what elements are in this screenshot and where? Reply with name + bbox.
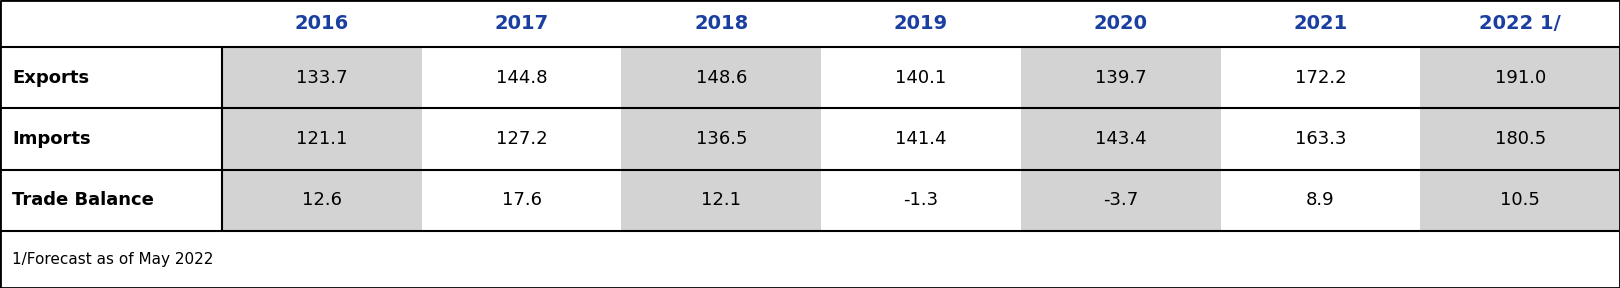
Bar [1421, 170, 1620, 231]
Bar [821, 47, 1021, 108]
Text: 163.3: 163.3 [1294, 130, 1346, 148]
Text: 17.6: 17.6 [502, 191, 541, 209]
Bar [1220, 47, 1421, 108]
Bar [222, 108, 421, 170]
Bar [821, 170, 1021, 231]
Text: 2016: 2016 [295, 14, 348, 33]
Text: 139.7: 139.7 [1095, 69, 1147, 87]
Bar [0, 47, 222, 108]
Text: 2021: 2021 [1293, 14, 1348, 33]
Bar [622, 108, 821, 170]
Text: 12.1: 12.1 [701, 191, 742, 209]
Text: 191.0: 191.0 [1495, 69, 1545, 87]
Text: 10.5: 10.5 [1500, 191, 1541, 209]
Text: 2019: 2019 [894, 14, 948, 33]
Text: 133.7: 133.7 [296, 69, 348, 87]
Bar [622, 47, 821, 108]
Text: 148.6: 148.6 [695, 69, 747, 87]
Text: Imports: Imports [11, 130, 91, 148]
Bar [1021, 47, 1220, 108]
Bar [421, 47, 622, 108]
Text: -1.3: -1.3 [904, 191, 938, 209]
Text: 12.6: 12.6 [301, 191, 342, 209]
Text: 143.4: 143.4 [1095, 130, 1147, 148]
Bar [421, 108, 622, 170]
Bar [222, 47, 421, 108]
Bar [821, 108, 1021, 170]
Bar [0, 170, 222, 231]
Text: Exports: Exports [11, 69, 89, 87]
Text: 121.1: 121.1 [296, 130, 348, 148]
Text: 2017: 2017 [494, 14, 549, 33]
Text: 2018: 2018 [693, 14, 748, 33]
Bar [0, 231, 1620, 288]
Bar [0, 0, 1620, 47]
Text: 141.4: 141.4 [896, 130, 946, 148]
Text: 127.2: 127.2 [496, 130, 548, 148]
Bar [622, 170, 821, 231]
Text: 172.2: 172.2 [1294, 69, 1346, 87]
Text: 140.1: 140.1 [896, 69, 946, 87]
Text: 180.5: 180.5 [1495, 130, 1545, 148]
Text: 2020: 2020 [1094, 14, 1147, 33]
Text: -3.7: -3.7 [1103, 191, 1139, 209]
Bar [1220, 170, 1421, 231]
Bar [1021, 170, 1220, 231]
Bar [421, 170, 622, 231]
Text: 1/Forecast as of May 2022: 1/Forecast as of May 2022 [11, 252, 214, 267]
Text: 2022 1/: 2022 1/ [1479, 14, 1562, 33]
Text: 136.5: 136.5 [695, 130, 747, 148]
Bar [222, 170, 421, 231]
Text: Trade Balance: Trade Balance [11, 191, 154, 209]
Bar [1421, 47, 1620, 108]
Text: 144.8: 144.8 [496, 69, 548, 87]
Bar [1421, 108, 1620, 170]
Bar [0, 108, 222, 170]
Bar [1021, 108, 1220, 170]
Text: 8.9: 8.9 [1306, 191, 1335, 209]
Bar [1220, 108, 1421, 170]
